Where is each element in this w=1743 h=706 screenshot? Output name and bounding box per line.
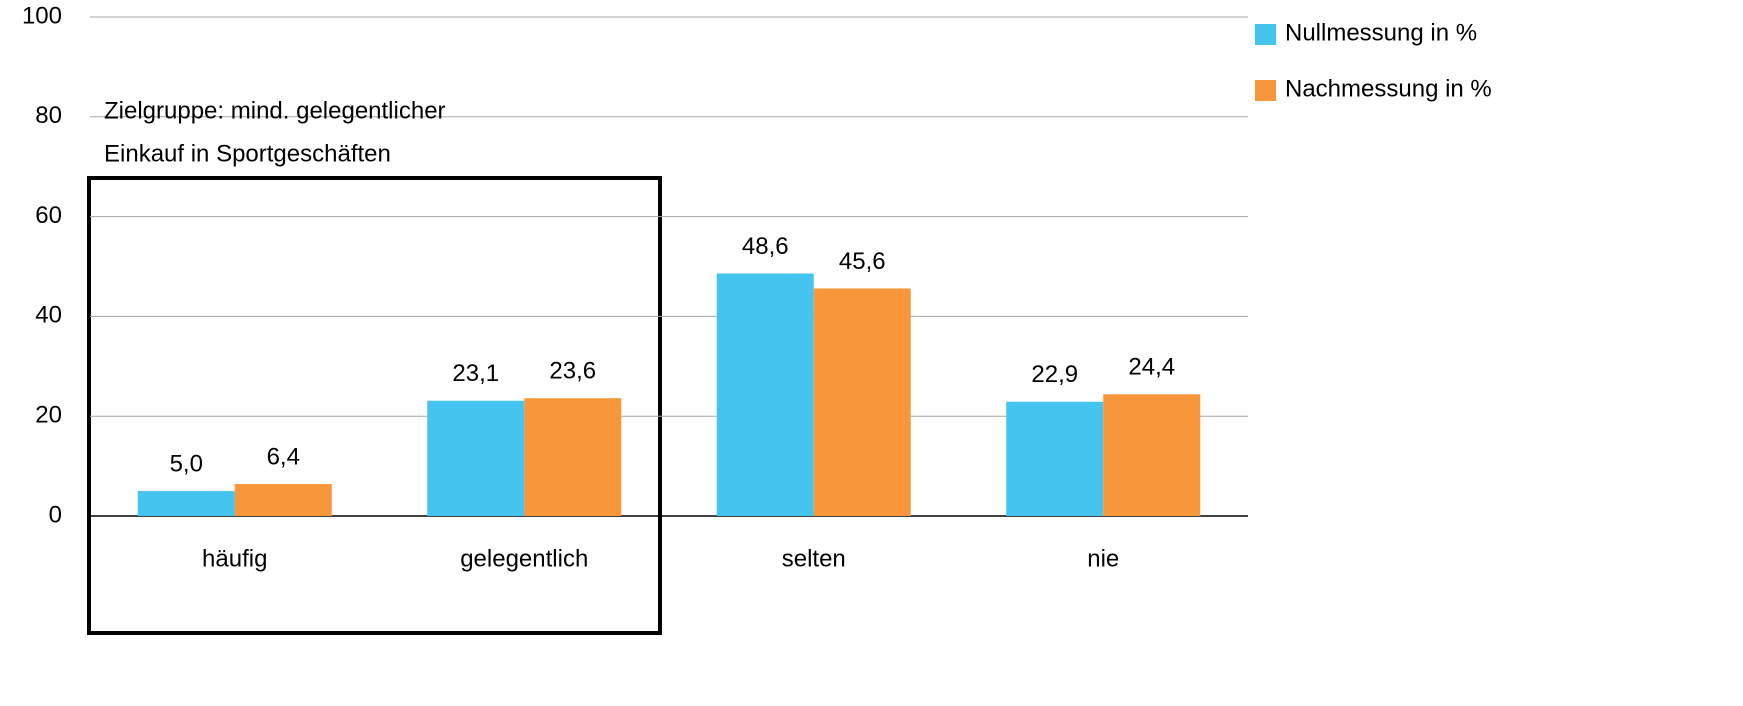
y-tick-label: 20 bbox=[35, 402, 62, 429]
bar bbox=[234, 484, 332, 516]
bar bbox=[137, 491, 235, 516]
legend-label: Nullmessung in % bbox=[1285, 19, 1477, 46]
value-label: 22,9 bbox=[1031, 361, 1078, 388]
y-tick-label: 60 bbox=[35, 202, 62, 229]
target-group-box bbox=[87, 176, 662, 635]
legend-swatch bbox=[1255, 24, 1276, 45]
bar bbox=[1103, 394, 1201, 516]
legend-label: Nachmessung in % bbox=[1285, 75, 1492, 102]
y-tick-label: 80 bbox=[35, 102, 62, 129]
value-label: 48,6 bbox=[742, 233, 789, 260]
value-label: 23,6 bbox=[549, 358, 596, 385]
bar bbox=[1006, 401, 1104, 516]
value-label: 24,4 bbox=[1128, 354, 1175, 381]
y-tick-label: 40 bbox=[35, 302, 62, 329]
bar bbox=[716, 273, 814, 516]
annotation: Zielgruppe: mind. gelegentlicher bbox=[104, 97, 446, 124]
legend-swatch bbox=[1255, 80, 1276, 101]
x-tick-label: häufig bbox=[202, 545, 267, 572]
annotation: Einkauf in Sportgeschäften bbox=[104, 140, 391, 167]
bar bbox=[427, 400, 525, 516]
x-tick-label: selten bbox=[782, 545, 846, 572]
value-label: 23,1 bbox=[452, 360, 499, 387]
bar bbox=[813, 288, 911, 516]
value-label: 45,6 bbox=[839, 248, 886, 275]
bar bbox=[524, 398, 622, 516]
x-tick-label: nie bbox=[1087, 545, 1119, 572]
value-label: 5,0 bbox=[170, 450, 203, 477]
y-tick-label: 100 bbox=[22, 2, 62, 29]
x-tick-label: gelegentlich bbox=[460, 545, 588, 572]
value-label: 6,4 bbox=[267, 443, 300, 470]
y-tick-label: 0 bbox=[49, 501, 62, 528]
